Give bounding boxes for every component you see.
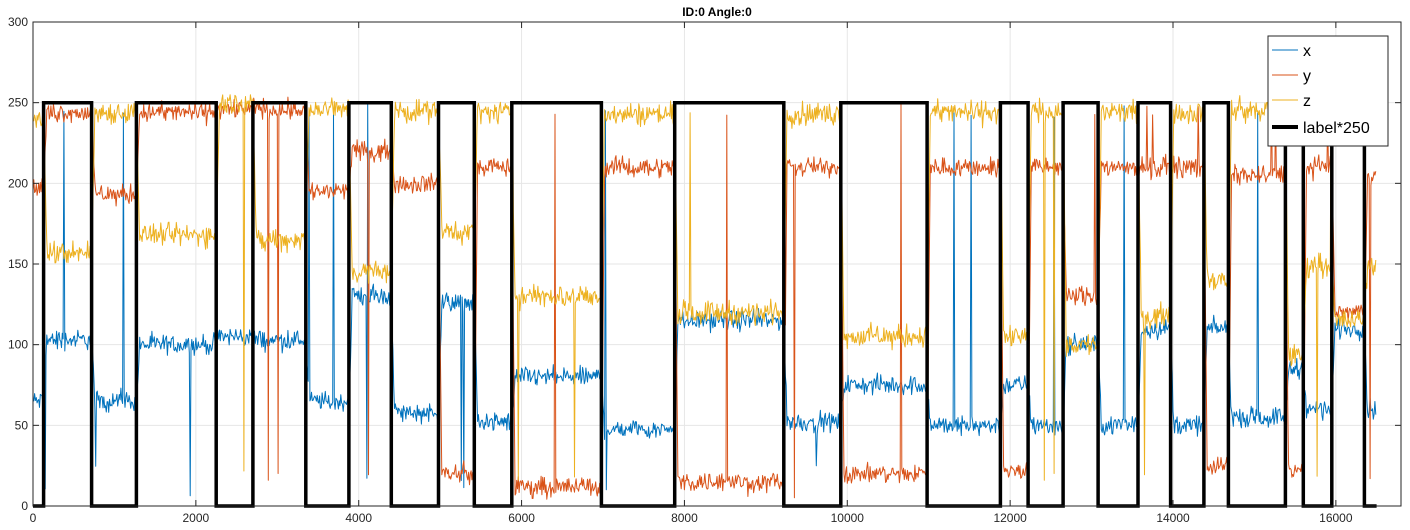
y-tick-label: 150 (8, 257, 28, 271)
x-tick-label: 16000 (1319, 511, 1353, 525)
x-tick-label: 2000 (183, 511, 210, 525)
tick-labels: 0 2000 4000 6000 8000 10000 12000 14000 16000 0 50… (8, 15, 1353, 525)
legend-label-y: y (1303, 68, 1311, 85)
y-tick-label: 250 (8, 96, 28, 110)
legend-label-x: x (1303, 43, 1311, 60)
legend: x y z label*250 (1267, 35, 1389, 147)
x-tick-label: 4000 (345, 511, 372, 525)
x-tick-label: 8000 (671, 511, 698, 525)
x-tick-label: 10000 (831, 511, 865, 525)
legend-label-z: z (1303, 93, 1311, 110)
y-tick-label: 0 (21, 499, 28, 513)
series-line-x (32, 102, 1377, 497)
legend-label-label250: label*250 (1303, 120, 1370, 137)
ticks (32, 21, 1401, 507)
x-tick-label: 14000 (1156, 511, 1190, 525)
x-tick-label: 12000 (993, 511, 1027, 525)
y-tick-label: 50 (15, 418, 29, 432)
y-tick-label: 300 (8, 15, 28, 29)
y-tick-label: 200 (8, 176, 28, 190)
chart-title: ID:0 Angle:0 (682, 5, 752, 19)
y-tick-label: 100 (8, 338, 28, 352)
x-tick-label: 0 (30, 511, 37, 525)
x-tick-label: 6000 (508, 511, 535, 525)
series-line-y (32, 96, 1377, 500)
series-line-z (32, 94, 1377, 481)
